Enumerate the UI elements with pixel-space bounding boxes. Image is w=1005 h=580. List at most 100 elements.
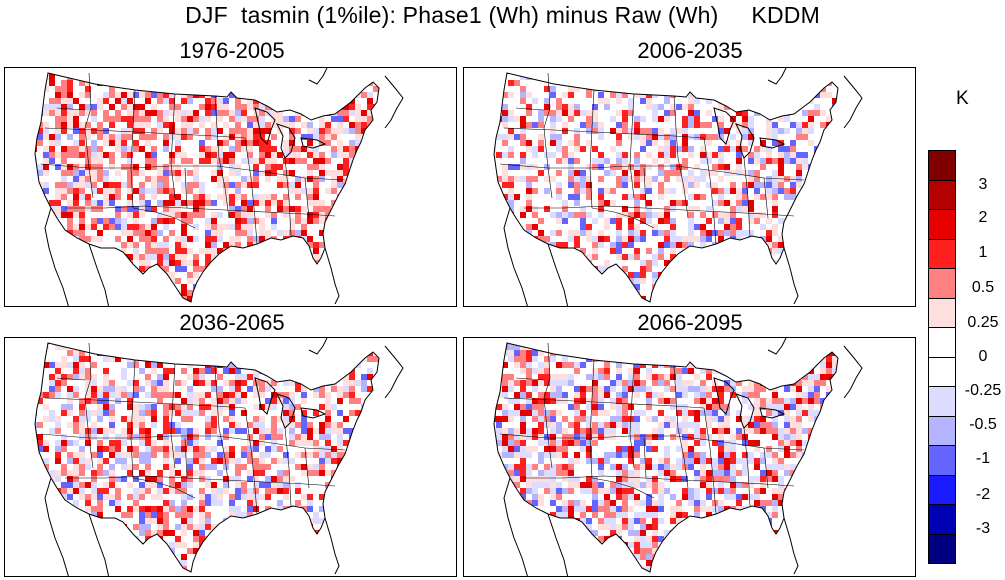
grid-cell — [265, 350, 271, 356]
grid-cell — [67, 386, 73, 392]
grid-cell — [211, 146, 217, 152]
grid-cell — [259, 266, 265, 272]
grid-cell — [592, 380, 598, 386]
grid-cell — [331, 362, 337, 368]
grid-cell — [391, 170, 397, 176]
grid-cell — [43, 278, 49, 284]
grid-cell — [133, 284, 139, 290]
grid-cell — [574, 146, 580, 152]
grid-cell — [217, 248, 223, 254]
grid-cell — [163, 518, 169, 524]
grid-cell — [121, 140, 127, 146]
grid-cell — [67, 146, 73, 152]
grid-cell — [808, 200, 814, 206]
grid-cell — [127, 572, 133, 577]
grid-cell — [157, 488, 163, 494]
grid-cell — [688, 74, 694, 80]
grid-cell — [187, 296, 193, 302]
grid-cell — [778, 188, 784, 194]
grid-cell — [103, 404, 109, 410]
grid-cell — [253, 200, 259, 206]
grid-cell — [271, 428, 277, 434]
grid-cell — [682, 200, 688, 206]
grid-cell — [301, 176, 307, 182]
grid-cell — [319, 206, 325, 212]
grid-cell — [379, 68, 385, 74]
grid-cell — [562, 266, 568, 272]
grid-cell — [247, 146, 253, 152]
grid-cell — [229, 398, 235, 404]
grid-cell — [133, 116, 139, 122]
grid-cell — [241, 134, 247, 140]
grid-cell — [217, 500, 223, 506]
grid-cell — [664, 146, 670, 152]
grid-cell — [265, 158, 271, 164]
great-lakes — [713, 107, 786, 159]
grid-cell — [181, 410, 187, 416]
grid-cell — [508, 380, 514, 386]
grid-cell — [259, 482, 265, 488]
grid-cell — [259, 122, 265, 128]
grid-cell — [187, 494, 193, 500]
grid-cell — [850, 254, 856, 260]
grid-cell — [37, 290, 43, 296]
grid-cell — [259, 548, 265, 554]
grid-cell — [694, 116, 700, 122]
grid-cell — [265, 290, 271, 296]
grid-cell — [850, 248, 856, 254]
grid-cell — [289, 188, 295, 194]
grid-cell — [550, 343, 556, 344]
grid-cell — [355, 194, 361, 200]
grid-cell — [658, 134, 664, 140]
grid-cell — [205, 428, 211, 434]
grid-cell — [484, 236, 490, 242]
grid-cell — [35, 440, 37, 446]
grid-cell — [181, 560, 187, 566]
grid-cell — [832, 170, 838, 176]
grid-cell — [337, 440, 343, 446]
grid-cell — [97, 416, 103, 422]
grid-cell — [670, 146, 676, 152]
grid-cell — [109, 200, 115, 206]
grid-cell — [730, 343, 736, 344]
grid-cell — [91, 506, 97, 512]
grid-cell — [574, 362, 580, 368]
grid-cell — [337, 344, 343, 350]
grid-cell — [151, 296, 157, 302]
grid-cell — [742, 134, 748, 140]
grid-cell — [337, 272, 343, 278]
grid-cell — [646, 248, 652, 254]
grid-cell — [85, 416, 91, 422]
grid-cell — [361, 380, 367, 386]
grid-cell — [193, 182, 199, 188]
grid-cell — [265, 572, 271, 577]
grid-cell — [730, 272, 736, 278]
grid-cell — [313, 518, 319, 524]
grid-cell — [814, 343, 820, 344]
grid-cell — [361, 428, 367, 434]
grid-cell — [301, 440, 307, 446]
grid-cell — [331, 356, 337, 362]
grid-cell — [361, 350, 367, 356]
grid-cell — [706, 74, 712, 80]
grid-cell — [223, 350, 229, 356]
grid-cell — [241, 446, 247, 452]
grid-cell — [802, 212, 808, 218]
grid-cell — [283, 422, 289, 428]
grid-cell — [736, 254, 742, 260]
grid-cell — [265, 254, 271, 260]
grid-cell — [223, 200, 229, 206]
grid-cell — [586, 194, 592, 200]
grid-cell — [838, 302, 844, 307]
grid-cell — [301, 386, 307, 392]
grid-cell — [574, 302, 580, 307]
grid-cell — [532, 266, 538, 272]
grid-cell — [49, 134, 55, 140]
grid-cell — [379, 278, 385, 284]
grid-cell — [610, 86, 616, 92]
grid-cell — [235, 140, 241, 146]
grid-cell — [337, 530, 343, 536]
grid-cell — [373, 170, 379, 176]
grid-cell — [61, 164, 67, 170]
grid-cell — [187, 302, 193, 307]
